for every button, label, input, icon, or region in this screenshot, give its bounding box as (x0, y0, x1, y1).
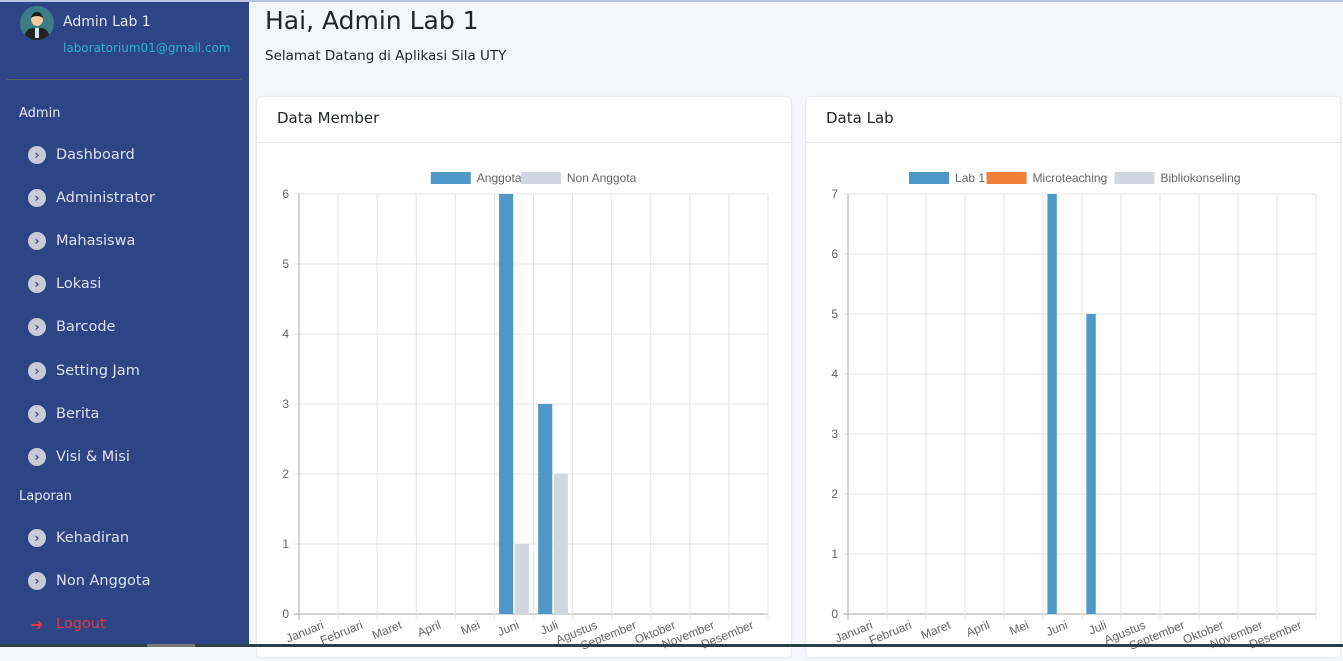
y-tick-label: 3 (282, 397, 289, 411)
bar-lab-1 (1086, 314, 1096, 614)
chevron-circle-right-icon: › (28, 362, 46, 380)
legend-label: Microteaching (1033, 171, 1108, 185)
legend-label: Bibliokonseling (1160, 171, 1240, 185)
y-tick-label: 2 (831, 487, 838, 501)
page-subtitle: Selamat Datang di Aplikasi Sila UTY (265, 48, 507, 64)
x-tick-label: April (964, 618, 992, 640)
legend-swatch (986, 172, 1027, 184)
sidebar-item-label: Mahasiswa (56, 233, 136, 249)
y-tick-label: 3 (831, 427, 838, 441)
x-tick-label: Juni (495, 618, 521, 639)
y-tick-label: 5 (831, 307, 838, 321)
sidebar-item-non-anggota[interactable]: › Non Anggota (28, 572, 150, 590)
bar-non-anggota (553, 474, 568, 614)
sidebar-item-label: Administrator (56, 190, 155, 206)
legend-swatch (430, 172, 471, 184)
data-member-card: Data Member Anggota Non Anggota 0 1 2 3 4 5 6 Jan… (257, 97, 791, 657)
legend-label: Non Anggota (567, 171, 637, 185)
sidebar-item-label: Visi & Misi (56, 449, 130, 465)
horizontal-scrollbar[interactable] (0, 644, 1343, 647)
chevron-circle-right-icon: › (28, 232, 46, 250)
chevron-circle-right-icon: › (28, 146, 46, 164)
logout-label: Logout (56, 616, 106, 632)
y-tick-label: 0 (831, 607, 838, 621)
x-tick-label: Mei (1007, 618, 1030, 638)
sign-out-icon: ➜ (30, 614, 44, 634)
legend-label: Lab 1 (955, 171, 985, 185)
legend-label: Anggota (477, 171, 522, 185)
user-panel (20, 6, 54, 40)
sidebar-item-dashboard[interactable]: › Dashboard (28, 146, 135, 164)
y-tick-label: 0 (282, 607, 289, 621)
y-tick-label: 1 (282, 537, 289, 551)
card-title: Data Lab (806, 97, 1340, 143)
avatar (20, 6, 54, 40)
sidebar-item-mahasiswa[interactable]: › Mahasiswa (28, 232, 135, 250)
sidebar: Admin Lab 1 laboratorium01@gmail.com Adm… (0, 2, 249, 647)
y-tick-label: 1 (831, 547, 838, 561)
sidebar-item-visi-misi[interactable]: › Visi & Misi (28, 448, 130, 466)
x-tick-label: Juni (1044, 618, 1070, 639)
y-tick-label: 6 (831, 247, 838, 261)
chevron-circle-right-icon: › (28, 318, 46, 336)
bar-anggota (538, 404, 553, 614)
sidebar-item-barcode[interactable]: › Barcode (28, 318, 115, 336)
x-tick-label: Juli (538, 618, 560, 638)
bar-anggota (499, 194, 514, 614)
y-tick-label: 5 (282, 257, 289, 271)
sidebar-item-label: Barcode (56, 319, 116, 335)
section-admin: Admin (19, 106, 61, 121)
x-tick-label: April (415, 618, 443, 640)
sidebar-item-berita[interactable]: › Berita (28, 405, 99, 423)
sidebar-item-lokasi[interactable]: › Lokasi (28, 275, 101, 293)
chevron-circle-right-icon: › (28, 572, 46, 590)
x-tick-label: Maret (919, 618, 953, 643)
x-tick-label: Januari (833, 618, 875, 646)
chevron-circle-right-icon: › (28, 405, 46, 423)
y-tick-label: 4 (831, 367, 838, 381)
bar-non-anggota (514, 544, 529, 614)
sidebar-item-label: Lokasi (56, 276, 102, 292)
sidebar-item-kehadiran[interactable]: › Kehadiran (28, 529, 129, 547)
user-name: Admin Lab 1 (63, 14, 151, 30)
page-title: Hai, Admin Lab 1 (265, 6, 479, 35)
sidebar-item-label: Kehadiran (56, 530, 130, 546)
sidebar-item-label: Berita (56, 406, 100, 422)
chevron-circle-right-icon: › (28, 189, 46, 207)
legend-swatch (1114, 172, 1155, 184)
sidebar-item-administrator[interactable]: › Administrator (28, 189, 155, 207)
chevron-circle-right-icon: › (28, 448, 46, 466)
user-email: laboratorium01@gmail.com (63, 41, 231, 55)
y-tick-label: 6 (282, 187, 289, 201)
lab-chart: Lab 1 Microteaching Bibliokonseling 0 1 2 3 4 5 6… (831, 171, 1317, 653)
y-tick-label: 4 (282, 327, 289, 341)
x-tick-label: Mei (459, 618, 482, 638)
x-tick-label: Januari (284, 618, 326, 646)
x-tick-label: Juli (1087, 618, 1109, 638)
chevron-circle-right-icon: › (28, 275, 46, 293)
sidebar-item-setting-jam[interactable]: › Setting Jam (28, 362, 140, 380)
legend-swatch (909, 172, 950, 184)
sidebar-item-label: Dashboard (56, 147, 135, 163)
data-lab-card: Data Lab Lab 1 Microteaching Bibliokonseli… (806, 97, 1340, 657)
y-tick-label: 7 (831, 187, 838, 201)
member-chart: Anggota Non Anggota0123456JanuariFebruari… (282, 171, 769, 653)
y-tick-label: 2 (282, 467, 289, 481)
legend-swatch (520, 172, 561, 184)
x-tick-label: Maret (370, 618, 404, 643)
sidebar-item-label: Setting Jam (56, 363, 140, 379)
card-title: Data Member (257, 97, 791, 143)
chevron-circle-right-icon: › (28, 529, 46, 547)
bar-lab-1 (1047, 194, 1057, 614)
divider (7, 79, 241, 80)
scrollbar-thumb[interactable] (147, 644, 195, 647)
section-laporan: Laporan (19, 489, 72, 504)
logout-button[interactable]: ➜ Logout (28, 614, 106, 634)
sidebar-item-label: Non Anggota (56, 573, 151, 589)
